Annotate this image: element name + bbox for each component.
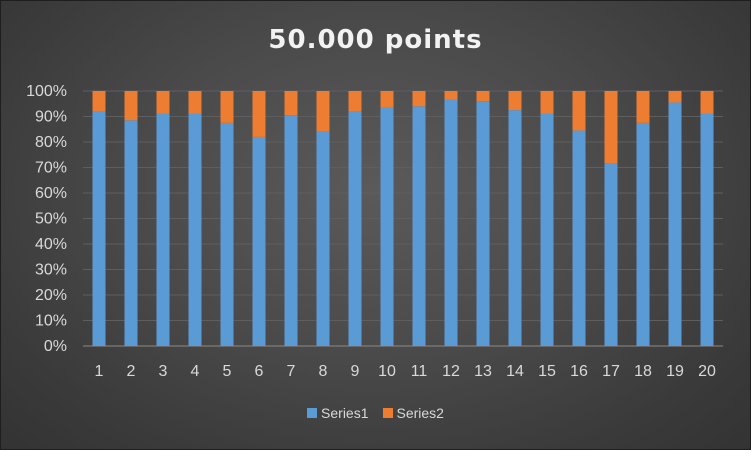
bar-series1-14 [508, 110, 522, 346]
legend-item-series1: Series1 [307, 405, 369, 421]
x-tick-label: 16 [570, 363, 588, 380]
y-tick-label: 20% [35, 287, 67, 304]
bar-series1-15 [540, 113, 554, 346]
x-tick-label: 13 [474, 363, 492, 380]
y-tick-label: 100% [26, 83, 67, 100]
bar-series1-9 [348, 111, 362, 347]
legend: Series1 Series2 [1, 405, 750, 421]
bar-series2-17 [604, 91, 618, 164]
x-tick-label: 11 [411, 363, 428, 380]
legend-label: Series2 [396, 405, 444, 421]
x-tick-label: 14 [506, 363, 524, 380]
y-tick-label: 50% [35, 211, 67, 228]
x-tick-label: 12 [442, 363, 460, 380]
y-tick-label: 30% [35, 262, 67, 279]
bar-series1-13 [476, 101, 490, 346]
bar-series2-8 [316, 91, 330, 132]
bar-series1-2 [124, 120, 138, 346]
bar-series1-3 [156, 113, 170, 346]
bar-series2-7 [284, 91, 298, 116]
bar-series1-4 [188, 113, 202, 346]
bar-series1-7 [284, 115, 298, 346]
bar-series2-5 [220, 91, 234, 123]
bar-series1-5 [220, 122, 234, 346]
x-tick-label: 5 [223, 363, 232, 380]
bar-series1-17 [604, 163, 618, 346]
bar-series2-11 [412, 91, 426, 107]
bar-series1-19 [668, 102, 682, 346]
legend-item-series2: Series2 [382, 405, 444, 421]
y-tick-label: 10% [35, 313, 67, 330]
bar-series2-1 [92, 91, 106, 112]
y-tick-label: 40% [35, 236, 67, 253]
bar-series2-18 [636, 91, 650, 123]
legend-swatch [307, 408, 318, 418]
chart-title: 50.000 points [268, 25, 483, 55]
bar-series2-13 [476, 91, 490, 102]
bar-series1-10 [380, 107, 394, 346]
x-tick-label: 9 [351, 363, 360, 380]
y-tick-label: 60% [35, 185, 67, 202]
bar-series1-8 [316, 131, 330, 346]
y-tick-label: 80% [35, 134, 67, 151]
x-tick-label: 17 [602, 363, 620, 380]
x-tick-label: 8 [319, 363, 328, 380]
bar-series2-4 [188, 91, 202, 114]
x-tick-label: 18 [634, 363, 652, 380]
x-tick-label: 19 [666, 363, 684, 380]
bar-series2-16 [572, 91, 586, 131]
x-tick-label: 4 [191, 363, 200, 380]
x-tick-label: 20 [698, 363, 716, 380]
bar-series1-18 [636, 122, 650, 346]
bar-series2-9 [348, 91, 362, 112]
x-tick-label: 15 [538, 363, 556, 380]
y-tick-label: 70% [35, 160, 67, 177]
bar-series2-6 [252, 91, 266, 137]
legend-swatch [382, 408, 393, 418]
y-tick-label: 0% [44, 338, 67, 355]
bar-series2-3 [156, 91, 170, 114]
x-tick-label: 10 [378, 363, 396, 380]
bar-series1-11 [412, 106, 426, 346]
bar-series2-19 [668, 91, 682, 103]
x-tick-label: 1 [95, 363, 104, 380]
legend-label: Series1 [321, 405, 369, 421]
bar-series2-14 [508, 91, 522, 111]
x-tick-label: 2 [127, 363, 136, 380]
x-tick-label: 6 [255, 363, 264, 380]
bar-series2-12 [444, 91, 458, 100]
bar-series1-1 [92, 111, 106, 347]
x-tick-label: 3 [159, 363, 168, 380]
bar-series1-20 [700, 113, 714, 346]
x-tick-label: 7 [287, 363, 296, 380]
bar-series2-15 [540, 91, 554, 114]
bar-series1-6 [252, 136, 266, 346]
bar-series2-20 [700, 91, 714, 114]
bar-series2-2 [124, 91, 138, 121]
bar-series1-12 [444, 99, 458, 346]
y-tick-label: 90% [35, 109, 67, 126]
bar-series1-16 [572, 130, 586, 346]
bar-series2-10 [380, 91, 394, 108]
